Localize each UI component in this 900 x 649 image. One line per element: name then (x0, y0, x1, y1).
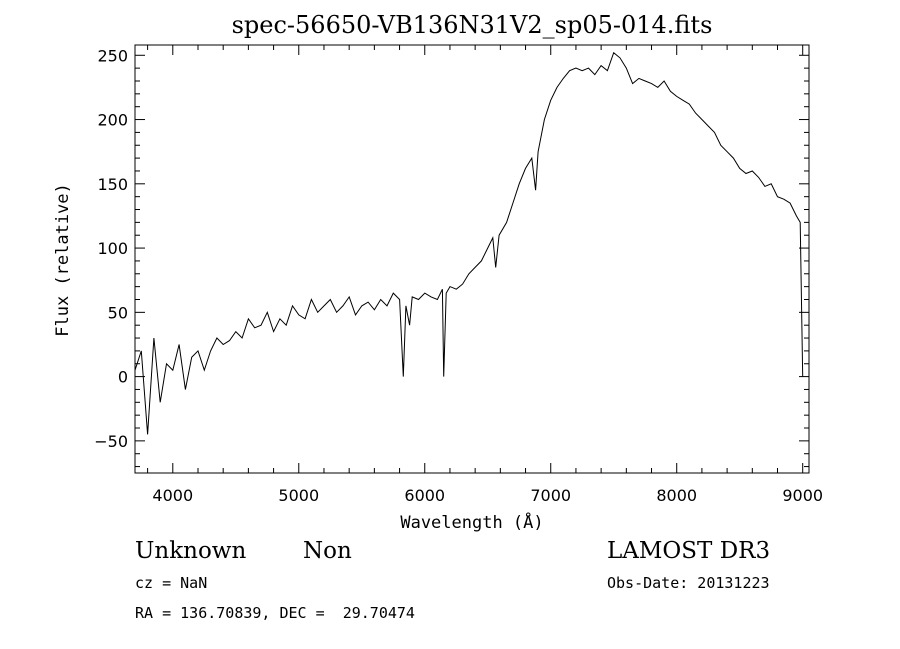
y-tick-label: −50 (94, 432, 128, 451)
y-tick-label: 100 (97, 239, 128, 258)
x-tick-label: 5000 (278, 486, 319, 505)
plot-frame (134, 44, 810, 474)
redshift-label: cz = NaN (135, 574, 208, 592)
survey-label: LAMOST DR3 (607, 538, 771, 564)
object-class-label: Unknown (135, 538, 247, 564)
y-tick-label: 250 (97, 46, 128, 65)
x-tick-label: 7000 (530, 486, 571, 505)
y-tick-label: 200 (97, 111, 128, 130)
x-tick-label: 8000 (656, 486, 697, 505)
obs-date-label: Obs-Date: 20131223 (607, 574, 770, 592)
y-tick-label: 50 (108, 303, 128, 322)
chart-title: spec-56650-VB136N31V2_sp05-014.fits (232, 11, 713, 39)
object-subclass-label: Non (303, 538, 352, 564)
spectrum-series-line (134, 51, 804, 435)
coordinates-label: RA = 136.70839, DEC = 29.70474 (135, 604, 415, 622)
x-tick-label: 4000 (152, 486, 193, 505)
x-axis-label: Wavelength (Å) (400, 511, 543, 533)
x-tick-label: 6000 (404, 486, 445, 505)
y-tick-label: 150 (97, 175, 128, 194)
y-tick-label: 0 (118, 368, 128, 387)
y-axis-label: Flux (relative) (53, 183, 73, 337)
x-tick-label: 9000 (782, 486, 823, 505)
